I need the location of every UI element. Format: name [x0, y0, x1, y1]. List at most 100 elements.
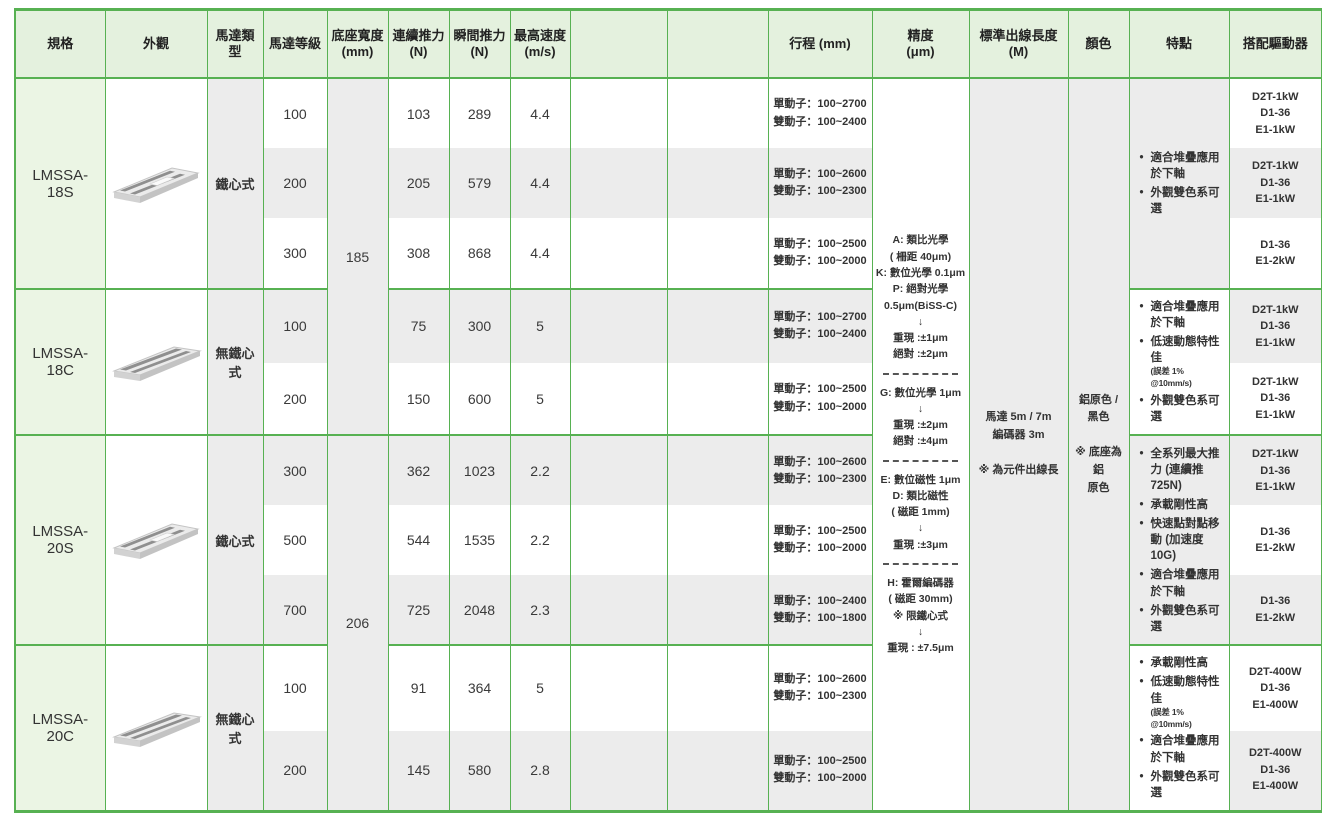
stroke-cell: 單動子：100~2700 雙動子：100~2400 [767, 288, 873, 363]
max-speed-cell: 2.2 [509, 434, 571, 506]
motor-type-cell: 鐵心式 [206, 78, 264, 289]
features-list: 全系列最大推力 (連續推 725N) 承載剛性高 快速點對點移動 (加速度 10… [1136, 446, 1225, 635]
col-header-color: 顏色 [1067, 9, 1130, 79]
col-header-appearance: 外觀 [104, 9, 208, 79]
drivers-cell: D2T-1kW D1-36 E1-1kW [1228, 78, 1322, 148]
cont-force-cell: 75 [387, 288, 450, 363]
empty-cell [569, 644, 668, 731]
empty-cell [569, 78, 668, 148]
feature-item: 外觀雙色系可選 [1140, 769, 1225, 801]
col-header-drivers: 搭配驅動器 [1228, 9, 1322, 79]
motor-type-cell: 無鐵心式 [206, 644, 264, 812]
feature-item: 適合堆疊應用於下軸 [1140, 733, 1225, 765]
grade-cell: 200 [262, 730, 328, 812]
product-photo-cell [104, 78, 208, 289]
motor-type-cell: 鐵心式 [206, 434, 264, 646]
cont-force-cell: 725 [387, 575, 450, 646]
product-photo-lmssa-18s [112, 166, 200, 203]
feature-item: 外觀雙色系可選 [1140, 185, 1225, 217]
feature-text: 低速動態特性佳 [1150, 336, 1220, 365]
col-header-cont-force: 連續推力 (N) [387, 9, 450, 79]
peak-force-cell: 1535 [448, 505, 511, 576]
feature-item: 全系列最大推力 (連續推 725N) [1140, 446, 1225, 494]
stroke-cell: 單動子：100~2500 雙動子：100~2000 [767, 505, 873, 576]
product-photo-lmssa-18c [112, 346, 202, 382]
base-width-20-cell: 206 [326, 434, 389, 812]
empty-cell [666, 730, 769, 812]
features-list: 適合堆疊應用於下軸 外觀雙色系可選 [1136, 150, 1225, 217]
drivers-cell: D2T-1kW D1-36 E1-1kW [1228, 362, 1322, 436]
drivers-cell: D1-36 E1-2kW [1228, 505, 1322, 576]
cont-force-cell: 91 [387, 644, 450, 731]
cont-force-cell: 308 [387, 218, 450, 289]
empty-cell [666, 288, 769, 363]
feature-note: (誤差 1% @10mm/s) [1150, 706, 1192, 729]
drivers-cell: D2T-1kW D1-36 E1-1kW [1228, 288, 1322, 363]
features-cell-18s: 適合堆疊應用於下軸 外觀雙色系可選 [1128, 78, 1230, 289]
color-cell: 鋁原色 / 黑色 ※ 底座為鋁 原色 [1067, 78, 1130, 812]
col-header-base-width: 底座寬度 (mm) [326, 9, 389, 79]
empty-cell [666, 644, 769, 731]
feature-item: 外觀雙色系可選 [1140, 603, 1225, 635]
table-row: LMSSA-20C 無鐵心式 100 91 364 5 單動子：100~2600… [14, 644, 1322, 812]
max-speed-cell: 2.2 [509, 505, 571, 576]
spec-table-container: 規格 外觀 馬達類型 馬達等級 底座寬度 (mm) 連續推力 (N) 瞬間推力 … [14, 8, 1322, 813]
empty-cell [569, 434, 668, 506]
model-name-lmssa-18s: LMSSA-18S [14, 78, 106, 289]
feature-item: 承載剛性高 [1140, 497, 1225, 513]
stroke-cell: 單動子：100~2500 雙動子：100~2000 [767, 218, 873, 289]
empty-cell [569, 505, 668, 576]
max-speed-cell: 4.4 [509, 78, 571, 148]
stroke-cell: 單動子：100~2500 雙動子：100~2000 [767, 730, 873, 812]
col-header-stroke: 行程 (mm) [767, 9, 873, 79]
product-photo-cell [104, 434, 208, 646]
feature-item: 適合堆疊應用於下軸 [1140, 150, 1225, 182]
feature-text: 低速動態特性佳 [1150, 676, 1220, 705]
empty-cell [666, 218, 769, 289]
header-row: 規格 外觀 馬達類型 馬達等級 底座寬度 (mm) 連續推力 (N) 瞬間推力 … [14, 9, 1322, 79]
cont-force-cell: 103 [387, 78, 450, 148]
base-width-18-cell: 185 [326, 78, 389, 436]
table-row: LMSSA-20S 鐵心式 300 206 362 1023 2.2 單動子：1… [14, 434, 1322, 812]
grade-cell: 200 [262, 362, 328, 436]
col-header-cable-length: 標準出線長度 (M) [968, 9, 1069, 79]
features-cell-18c: 適合堆疊應用於下軸 低速動態特性佳(誤差 1% @10mm/s) 外觀雙色系可選 [1128, 287, 1230, 436]
empty-cell [569, 218, 668, 289]
features-list: 承載剛性高 低速動態特性佳(誤差 1% @10mm/s) 適合堆疊應用於下軸 外… [1136, 655, 1225, 800]
empty-cell [569, 362, 668, 436]
accuracy-optical-block: A: 類比光學 ( 柵距 40μm) K: 數位光學 0.1μm P: 絕對光學… [875, 234, 966, 361]
drivers-cell: D2T-1kW D1-36 E1-1kW [1228, 434, 1322, 506]
max-speed-cell: 5 [509, 288, 571, 363]
accuracy-hall-block: H: 霍爾編碼器 ( 磁距 30mm) ※ 限鐵心式 ↓ 重現 : ±7.5μm [887, 576, 954, 655]
drivers-cell: D1-36 E1-2kW [1228, 218, 1322, 289]
cont-force-cell: 362 [387, 434, 450, 506]
drivers-cell: D1-36 E1-2kW [1228, 575, 1322, 646]
peak-force-cell: 579 [448, 148, 511, 218]
peak-force-cell: 580 [448, 730, 511, 812]
feature-item: 低速動態特性佳(誤差 1% @10mm/s) [1140, 334, 1225, 390]
col-header-blank-1 [569, 9, 668, 79]
model-name-lmssa-18c: LMSSA-18C [14, 287, 106, 436]
cont-force-cell: 205 [387, 148, 450, 218]
empty-cell [666, 148, 769, 218]
max-speed-cell: 4.4 [509, 218, 571, 289]
cable-length-cell: 馬達 5m / 7m 編碼器 3m ※ 為元件出線長 [968, 78, 1069, 812]
dashed-divider [882, 459, 959, 462]
product-photo-lmssa-20s [112, 523, 200, 560]
max-speed-cell: 4.4 [509, 148, 571, 218]
feature-item: 承載剛性高 [1140, 655, 1225, 671]
col-header-features: 特點 [1128, 9, 1230, 79]
dashed-divider [882, 372, 959, 375]
drivers-cell: D2T-1kW D1-36 E1-1kW [1228, 148, 1322, 218]
grade-cell: 500 [262, 505, 328, 576]
feature-note: (誤差 1% @10mm/s) [1150, 366, 1192, 389]
feature-item: 低速動態特性佳(誤差 1% @10mm/s) [1140, 674, 1225, 730]
cont-force-cell: 145 [387, 730, 450, 812]
stroke-cell: 單動子：100~2600 雙動子：100~2300 [767, 644, 873, 731]
product-photo-cell [104, 644, 208, 812]
peak-force-cell: 2048 [448, 575, 511, 646]
accuracy-digital-optical-block: G: 數位光學 1μm ↓ 重現 :±2μm 絕對 :±4μm [879, 386, 962, 448]
max-speed-cell: 5 [509, 362, 571, 436]
col-header-peak-force: 瞬間推力 (N) [448, 9, 511, 79]
feature-item: 適合堆疊應用於下軸 [1140, 567, 1225, 599]
